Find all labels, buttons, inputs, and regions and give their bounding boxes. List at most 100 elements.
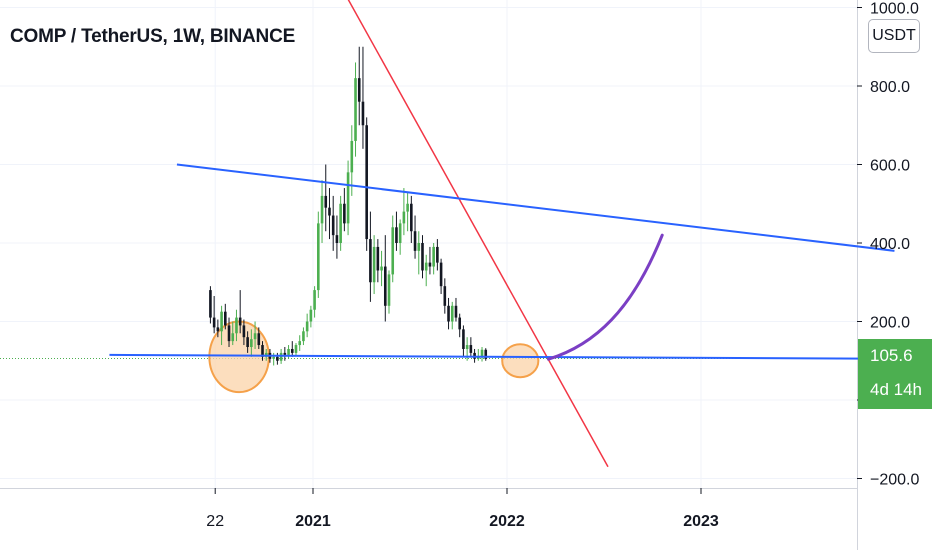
time-axis[interactable]: 22 2021 2022 2023 bbox=[206, 488, 719, 530]
candle-body bbox=[272, 356, 275, 359]
candle-body bbox=[231, 333, 235, 342]
candle-body bbox=[302, 331, 305, 342]
candle-body bbox=[313, 290, 316, 310]
price-tick-label: 800.0 bbox=[870, 79, 910, 96]
time-tick-label: 2022 bbox=[489, 513, 525, 530]
time-tick-label: 22 bbox=[206, 513, 224, 530]
candle-up bbox=[253, 321, 257, 349]
candle-body bbox=[402, 211, 406, 224]
candle-body bbox=[354, 78, 357, 141]
candle-body bbox=[398, 223, 402, 243]
candle-body bbox=[376, 246, 380, 271]
candle-down bbox=[443, 278, 447, 314]
candle-down bbox=[436, 239, 439, 271]
candle-body bbox=[380, 266, 383, 271]
candle-body bbox=[406, 203, 409, 212]
candle-down bbox=[238, 290, 242, 334]
candle-down bbox=[447, 297, 450, 330]
candle-body bbox=[216, 327, 220, 332]
candle-body bbox=[361, 101, 365, 126]
trendlines[interactable] bbox=[109, 0, 895, 468]
candle-body bbox=[283, 352, 287, 355]
candle-down bbox=[421, 235, 424, 279]
candle-body bbox=[346, 172, 350, 224]
candle-body bbox=[484, 349, 488, 359]
candle-up bbox=[220, 305, 223, 346]
candle-body bbox=[309, 309, 313, 322]
candle-down bbox=[328, 188, 331, 240]
candle-down bbox=[383, 235, 387, 322]
upper-resistance bbox=[176, 163, 895, 252]
candle-down bbox=[361, 46, 365, 149]
candle-down bbox=[257, 327, 261, 349]
candle-up bbox=[450, 301, 454, 330]
candle-body bbox=[339, 203, 342, 243]
candle-body bbox=[421, 243, 424, 271]
candle-body bbox=[246, 337, 249, 348]
candle-up bbox=[372, 235, 376, 295]
candle-body bbox=[279, 352, 283, 361]
candle-body bbox=[417, 243, 421, 251]
time-tick-label: 2023 bbox=[683, 513, 719, 530]
candle-body bbox=[439, 262, 443, 287]
candle-up bbox=[339, 195, 342, 251]
candle-up bbox=[309, 305, 313, 328]
candle-up bbox=[320, 180, 324, 243]
candle-body bbox=[383, 266, 387, 306]
candle-up bbox=[387, 270, 391, 314]
candle-up bbox=[346, 160, 350, 236]
price-tick-label: −200.0 bbox=[870, 472, 919, 489]
candle-down bbox=[324, 164, 328, 232]
candle-down bbox=[484, 348, 488, 361]
candle-down bbox=[246, 331, 249, 353]
price-tick-label: 1000.0 bbox=[870, 1, 919, 18]
candle-body bbox=[413, 231, 417, 251]
candle-body bbox=[290, 348, 294, 353]
candle-up bbox=[231, 321, 235, 346]
candle-down bbox=[454, 297, 458, 322]
candle-body bbox=[369, 239, 372, 283]
currency-button[interactable]: USDT bbox=[868, 19, 920, 53]
price-tick-label: 600.0 bbox=[870, 158, 910, 175]
candle-up bbox=[406, 191, 409, 232]
candle-down bbox=[439, 258, 443, 295]
candle-body bbox=[350, 140, 354, 173]
candle-up bbox=[294, 343, 298, 357]
candle-body bbox=[410, 203, 413, 232]
candle-body bbox=[276, 356, 279, 361]
candle-down bbox=[365, 117, 368, 251]
candle-up bbox=[417, 231, 421, 275]
candle-body bbox=[476, 356, 480, 359]
candle-body bbox=[343, 203, 346, 224]
candle-down bbox=[343, 188, 346, 232]
candle-body bbox=[209, 290, 212, 318]
horizontal-support bbox=[109, 353, 895, 360]
candle-body bbox=[365, 125, 368, 240]
candle-down bbox=[331, 195, 335, 251]
candle-down bbox=[458, 313, 461, 338]
candle-body bbox=[298, 341, 302, 346]
candle-up bbox=[302, 327, 305, 346]
candle-down bbox=[413, 215, 417, 259]
candle-body bbox=[391, 227, 395, 275]
candle-body bbox=[317, 223, 320, 291]
candle-body bbox=[253, 333, 257, 340]
candle-up bbox=[235, 309, 238, 342]
candle-body bbox=[480, 349, 484, 357]
chart-title: COMP / TetherUS, 1W, BINANCE bbox=[10, 26, 296, 47]
candle-body bbox=[465, 345, 469, 349]
candle-body bbox=[458, 317, 461, 330]
accumulation-zone-2 bbox=[501, 343, 540, 379]
candle-down bbox=[290, 341, 294, 357]
candle-down bbox=[428, 246, 432, 275]
grid bbox=[0, 0, 857, 488]
candle-down bbox=[212, 295, 216, 334]
price-tick-label: 200.0 bbox=[870, 315, 910, 332]
candle-body bbox=[372, 246, 376, 283]
candle-body bbox=[462, 329, 465, 349]
candle-down bbox=[376, 239, 380, 283]
candle-down bbox=[369, 211, 372, 302]
candle-body bbox=[320, 195, 324, 224]
